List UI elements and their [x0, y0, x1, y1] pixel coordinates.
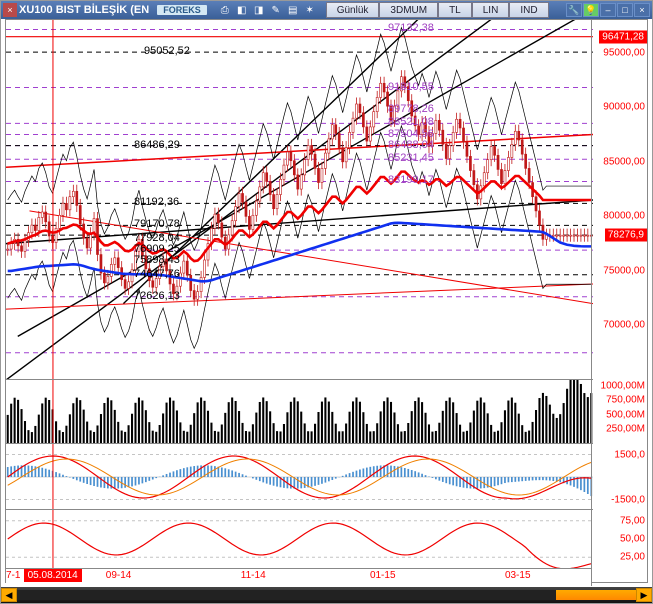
scroll-track[interactable]: [17, 590, 636, 600]
price-level-label: 75898,43: [134, 254, 180, 266]
toolbar-icon[interactable]: ◧: [234, 3, 250, 17]
price-flag: 78276,9: [605, 229, 647, 242]
tab-currency[interactable]: TL: [438, 2, 472, 18]
fib-level-label: 89778,26: [388, 103, 434, 115]
fib-level-label: 91810,55: [388, 81, 434, 93]
price-flag: 96471,28: [599, 30, 647, 43]
time-scrollbar[interactable]: ◀ ▶: [1, 587, 652, 603]
rsi-panel[interactable]: [6, 510, 593, 568]
maximize-button[interactable]: □: [617, 3, 633, 17]
price-level-label: 74647,76: [134, 268, 180, 280]
fib-level-label: 83199,17: [388, 174, 434, 186]
x-tick: 09-14: [106, 570, 132, 581]
close-button[interactable]: ×: [634, 3, 650, 17]
x-tick: 11-14: [241, 570, 266, 581]
chart-tabs: Günlük 3DMUM TL LIN IND: [326, 2, 549, 18]
x-tick: 01-15: [370, 570, 396, 581]
fib-level-label: 97132,38: [388, 22, 434, 34]
date-flag: 05.08.2014: [24, 569, 82, 582]
scroll-right-icon[interactable]: ▶: [636, 588, 652, 602]
price-level-label: 79170,78: [134, 218, 180, 230]
rsi-y-axis: 75,0050,0025,00: [591, 510, 647, 568]
window-title: XU100 BIST BİLEŞİK (EN: [19, 4, 149, 16]
toolbar-icon[interactable]: ▤: [285, 3, 301, 17]
price-level-label: 81192,36: [134, 196, 179, 208]
volume-panel[interactable]: [6, 380, 593, 444]
tab-period[interactable]: Günlük: [326, 2, 380, 18]
scroll-left-icon[interactable]: ◀: [1, 588, 17, 602]
x-tick: 7-1: [6, 570, 20, 581]
toolbar-icon[interactable]: ⎙: [217, 3, 233, 17]
scroll-thumb[interactable]: [556, 590, 636, 600]
logo-badge: FOREKS: [157, 5, 207, 15]
fib-level-label: 85231,45: [388, 152, 434, 164]
macd-y-axis: 1500,0-1500,0: [591, 444, 647, 510]
x-tick: 03-15: [505, 570, 531, 581]
toolbar-icons: ⎙ ◧ ◨ ✎ ▤ ✶: [217, 3, 318, 17]
toolbar-icon[interactable]: ✎: [268, 3, 284, 17]
close-icon[interactable]: ×: [3, 3, 17, 17]
toolbar-icon[interactable]: ◨: [251, 3, 267, 17]
price-level-label: 95052,52: [144, 45, 190, 57]
price-labels: 95052,5286486,2981192,3679170,7877928,04…: [6, 20, 593, 380]
price-level-label: 72626,13: [134, 290, 180, 302]
titlebar: × XU100 BIST BİLEŞİK (EN FOREKS ⎙ ◧ ◨ ✎ …: [1, 1, 652, 19]
chart-area: 95000,0090000,0085000,0080000,0075000,00…: [5, 19, 648, 583]
minimize-button[interactable]: –: [600, 3, 616, 17]
tab-style[interactable]: 3DMUM: [379, 2, 438, 18]
tab-scale[interactable]: LIN: [472, 2, 510, 18]
price-level-label: 86486,29: [134, 139, 180, 151]
tab-indicator[interactable]: IND: [509, 2, 548, 18]
volume-y-axis: 1000,00M750,00M500,00M250,00M: [591, 380, 647, 444]
macd-panel[interactable]: [6, 444, 593, 510]
fib-level-label: 86488,04: [388, 139, 434, 151]
tool-button[interactable]: 💡: [583, 3, 599, 17]
price-y-axis: 95000,0090000,0085000,0080000,0075000,00…: [591, 20, 647, 380]
time-x-axis: 7-1 09-14 11-14 01-15 03-15 05.08.2014: [6, 568, 591, 586]
tool-button[interactable]: 🔧: [566, 3, 582, 17]
toolbar-icon[interactable]: ✶: [302, 3, 318, 17]
